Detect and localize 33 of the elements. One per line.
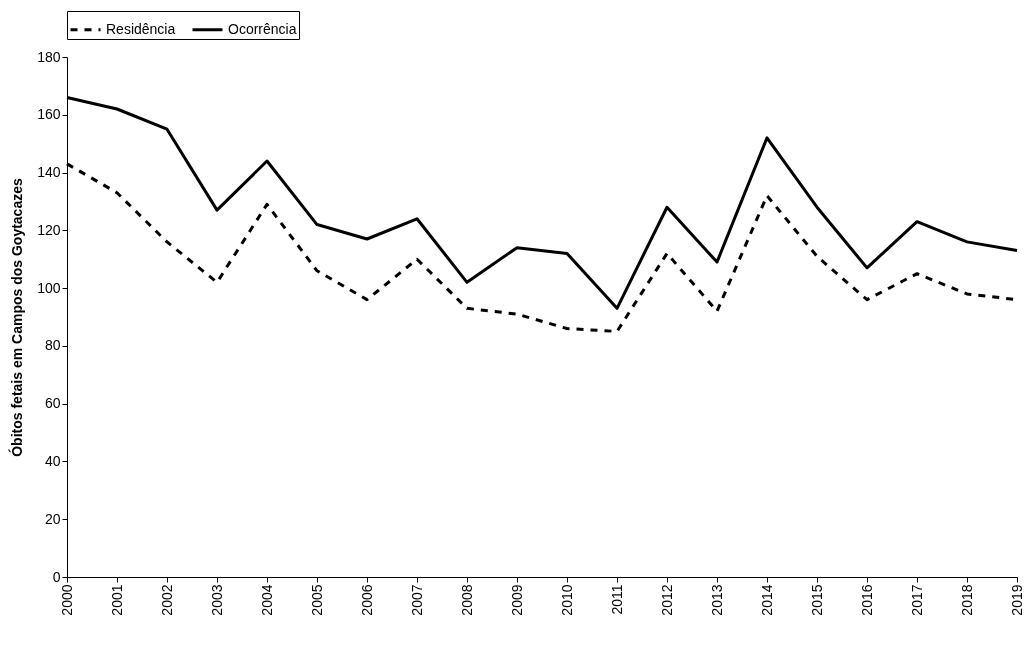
legend-label: Ocorrência xyxy=(228,20,297,37)
x-tick-label: 2018 xyxy=(958,584,975,616)
x-tick-label: 2012 xyxy=(658,584,675,616)
x-tick-label: 2011 xyxy=(608,584,625,615)
x-tick-label: 2003 xyxy=(208,584,225,616)
x-tick-label: 2015 xyxy=(808,584,825,616)
x-tick-label: 2004 xyxy=(258,584,275,616)
y-tick-label: 100 xyxy=(37,279,61,296)
x-tick-label: 2009 xyxy=(508,584,525,616)
x-tick-label: 2017 xyxy=(908,584,925,616)
y-tick-label: 180 xyxy=(37,48,61,65)
y-tick-label: 160 xyxy=(37,106,61,123)
x-tick-label: 2007 xyxy=(408,584,425,616)
y-tick-label: 40 xyxy=(44,452,61,469)
y-tick-label: 140 xyxy=(37,164,61,181)
y-tick-label: 20 xyxy=(44,510,61,527)
y-axis-title: Óbitos fetais em Campos dos Goytacazes xyxy=(8,178,26,457)
x-tick-label: 2001 xyxy=(108,584,125,616)
y-tick-label: 0 xyxy=(52,568,61,585)
y-tick-label: 120 xyxy=(37,221,61,238)
x-tick-label: 2013 xyxy=(708,584,725,616)
x-tick-label: 2006 xyxy=(358,584,375,616)
x-tick-label: 2016 xyxy=(858,584,875,616)
x-tick-label: 2014 xyxy=(758,584,775,616)
legend-label: Residência xyxy=(106,20,176,37)
x-tick-label: 2008 xyxy=(458,584,475,616)
x-tick-label: 2019 xyxy=(1008,584,1025,616)
y-tick-label: 80 xyxy=(44,337,61,354)
x-tick-label: 2010 xyxy=(558,584,575,616)
y-tick-label: 60 xyxy=(44,395,61,412)
x-tick-label: 2000 xyxy=(58,584,75,616)
x-tick-label: 2002 xyxy=(158,584,175,616)
x-tick-label: 2005 xyxy=(308,584,325,616)
